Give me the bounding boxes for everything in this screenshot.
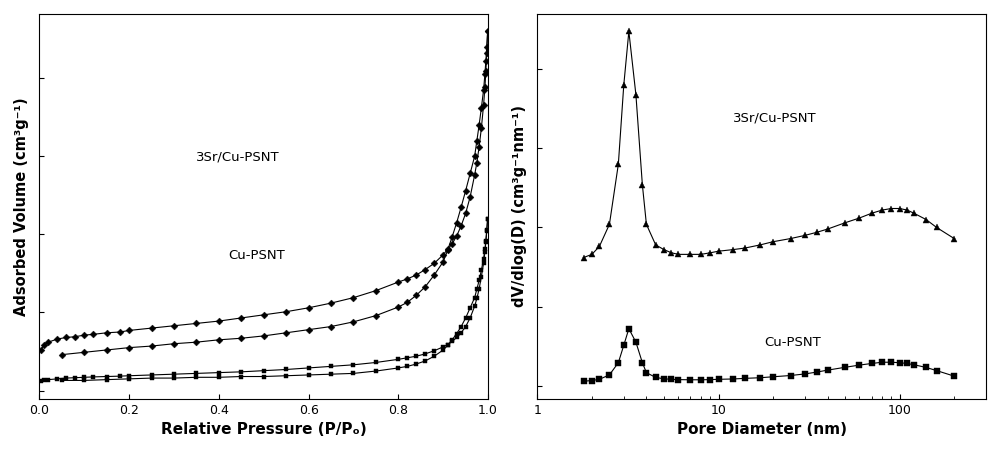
Text: 3Sr/Cu-PSNT: 3Sr/Cu-PSNT xyxy=(733,112,816,125)
Y-axis label: Adsorbed Volume (cm³g⁻¹): Adsorbed Volume (cm³g⁻¹) xyxy=(14,97,29,316)
Text: 3Sr/Cu-PSNT: 3Sr/Cu-PSNT xyxy=(196,151,280,164)
X-axis label: Pore Diameter (nm): Pore Diameter (nm) xyxy=(677,422,847,437)
X-axis label: Relative Pressure (P/Pₒ): Relative Pressure (P/Pₒ) xyxy=(161,422,367,437)
Text: Cu-PSNT: Cu-PSNT xyxy=(228,249,285,262)
Y-axis label: dV/dlog(D) (cm³g⁻¹nm⁻¹): dV/dlog(D) (cm³g⁻¹nm⁻¹) xyxy=(512,105,527,307)
Text: Cu-PSNT: Cu-PSNT xyxy=(765,336,821,349)
